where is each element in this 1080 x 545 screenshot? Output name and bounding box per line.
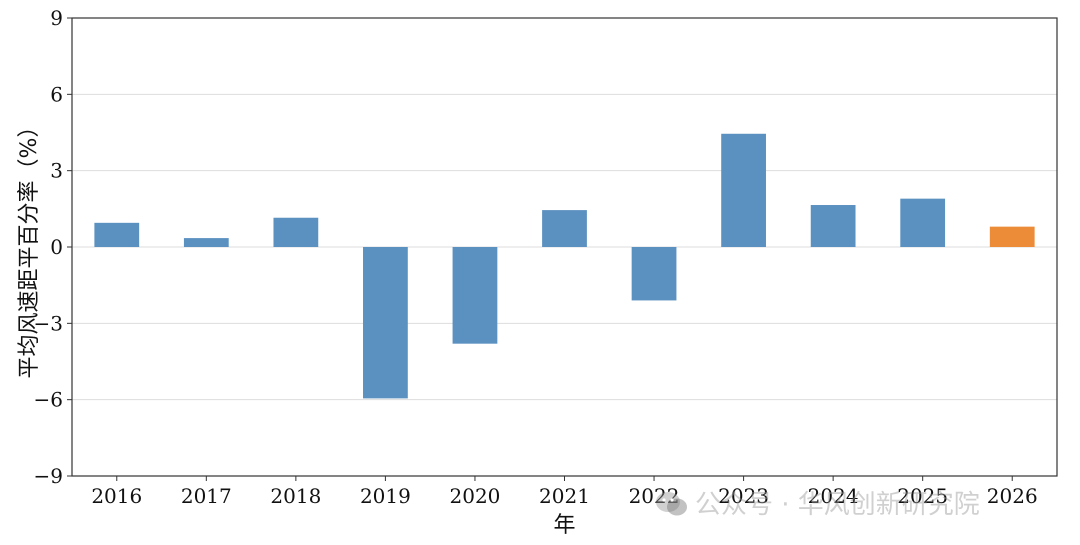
bar-2023 xyxy=(721,133,766,247)
bar-2026 xyxy=(989,226,1035,247)
x-tick-label: 2020 xyxy=(450,484,501,508)
x-tick-label: 2018 xyxy=(270,484,321,508)
x-tick-label: 2025 xyxy=(897,484,948,508)
watermark: 公众号 · 华风创新研究院 xyxy=(655,484,1055,524)
x-tick-label: 2024 xyxy=(808,484,859,508)
x-axis-label: 年 xyxy=(553,513,575,538)
bar-2018 xyxy=(273,217,319,247)
bar-2025 xyxy=(900,198,946,247)
x-tick-label: 2016 xyxy=(91,484,142,508)
bar-2020 xyxy=(452,247,498,344)
watermark-text: 公众号 · 华风创新研究院 xyxy=(695,490,980,520)
bar-2016 xyxy=(94,222,140,247)
x-tick-label: 2023 xyxy=(718,484,769,508)
x-tick-label: 2022 xyxy=(629,484,680,508)
x-tick-label: 2017 xyxy=(181,484,232,508)
y-axis: 9 6 3 0 −3 −6 −9 xyxy=(34,6,72,488)
x-tick-label: 2026 xyxy=(987,484,1038,508)
y-tick-label: −9 xyxy=(34,464,63,488)
x-tick-label: 2019 xyxy=(360,484,411,508)
y-tick-label: −3 xyxy=(34,311,63,335)
bar-2017 xyxy=(183,238,229,247)
x-axis: 2016 2017 2018 2019 2020 2021 2022 2023 2024 2025… xyxy=(91,476,1038,508)
bar-2021 xyxy=(542,210,587,247)
x-tick-label: 2021 xyxy=(539,484,590,508)
y-tick-label: −6 xyxy=(34,388,63,412)
y-tick-label: 9 xyxy=(50,6,63,30)
bars xyxy=(94,133,1035,399)
wechat-icon xyxy=(656,492,687,516)
bar-2019 xyxy=(363,247,408,399)
y-tick-label: 0 xyxy=(50,235,63,259)
bar-2022 xyxy=(631,247,677,301)
bar-2024 xyxy=(810,205,856,247)
y-tick-label: 3 xyxy=(50,159,63,183)
y-tick-label: 6 xyxy=(50,82,63,106)
y-axis-label: 平均风速距平百分率（%） xyxy=(17,116,42,379)
